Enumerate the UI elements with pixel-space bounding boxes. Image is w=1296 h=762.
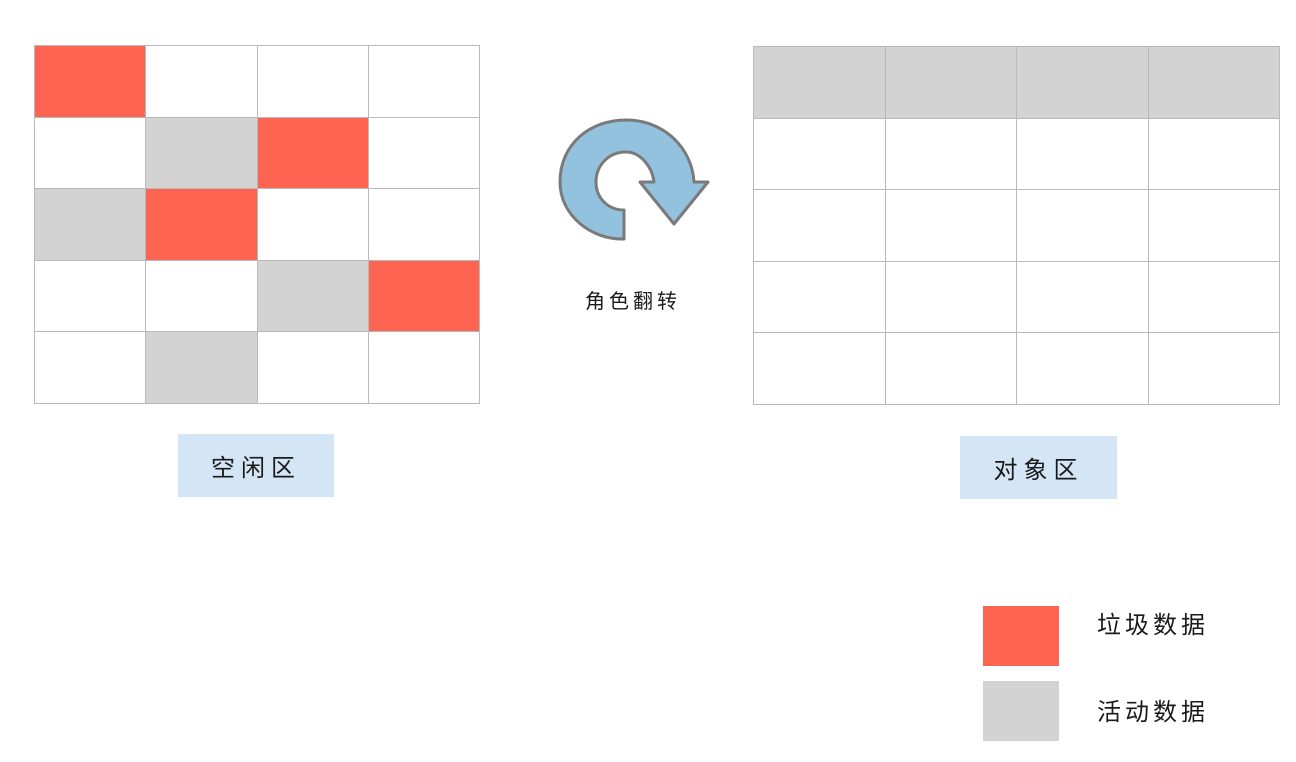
- legend-garbage-label: 垃圾数据: [1097, 611, 1209, 639]
- role-flip-label: 角色翻转: [585, 289, 681, 313]
- grid-cell-active: [257, 260, 369, 333]
- grid-cell-empty: [754, 333, 886, 405]
- grid-cell-active: [885, 47, 1017, 119]
- grid-cell-empty: [257, 332, 369, 404]
- grid-cell-empty: [368, 46, 480, 118]
- legend-garbage-swatch: [983, 606, 1059, 666]
- grid-cell-empty: [1017, 118, 1149, 191]
- grid-cell-empty: [35, 332, 147, 404]
- grid-cell-empty: [368, 117, 480, 190]
- grid-cell-empty: [1148, 261, 1280, 334]
- grid-cell-empty: [368, 189, 480, 261]
- free-area-grid: [34, 45, 480, 404]
- grid-cell-empty: [885, 261, 1017, 334]
- grid-cell-empty: [257, 189, 369, 261]
- grid-cell-empty: [146, 260, 258, 333]
- grid-cell-empty: [754, 190, 886, 262]
- object-area-grid: [753, 46, 1280, 405]
- free-area-label: 空闲区: [178, 434, 334, 497]
- grid-cell-garbage: [368, 260, 480, 333]
- clockwise-arrow-icon: [558, 118, 710, 241]
- grid-cell-empty: [35, 117, 147, 190]
- grid-cell-empty: [35, 260, 147, 333]
- legend-active-swatch: [983, 681, 1059, 741]
- grid-cell-empty: [885, 333, 1017, 405]
- grid-cell-active: [146, 332, 258, 404]
- grid-cell-empty: [1017, 190, 1149, 262]
- grid-cell-active: [35, 189, 147, 261]
- grid-cell-garbage: [146, 189, 258, 261]
- grid-cell-empty: [146, 46, 258, 118]
- grid-cell-active: [754, 47, 886, 119]
- grid-cell-empty: [1148, 190, 1280, 262]
- legend-active-label: 活动数据: [1097, 698, 1209, 726]
- grid-cell-empty: [1017, 261, 1149, 334]
- grid-cell-empty: [885, 118, 1017, 191]
- grid-cell-empty: [754, 261, 886, 334]
- grid-cell-active: [1017, 47, 1149, 119]
- grid-cell-empty: [1148, 118, 1280, 191]
- grid-cell-empty: [754, 118, 886, 191]
- grid-cell-empty: [1017, 333, 1149, 405]
- grid-cell-empty: [885, 190, 1017, 262]
- grid-cell-empty: [368, 332, 480, 404]
- grid-cell-active: [146, 117, 258, 190]
- object-area-label: 对象区: [960, 436, 1117, 499]
- grid-cell-empty: [257, 46, 369, 118]
- grid-cell-garbage: [257, 117, 369, 190]
- grid-cell-empty: [1148, 333, 1280, 405]
- grid-cell-active: [1148, 47, 1280, 119]
- grid-cell-garbage: [35, 46, 147, 118]
